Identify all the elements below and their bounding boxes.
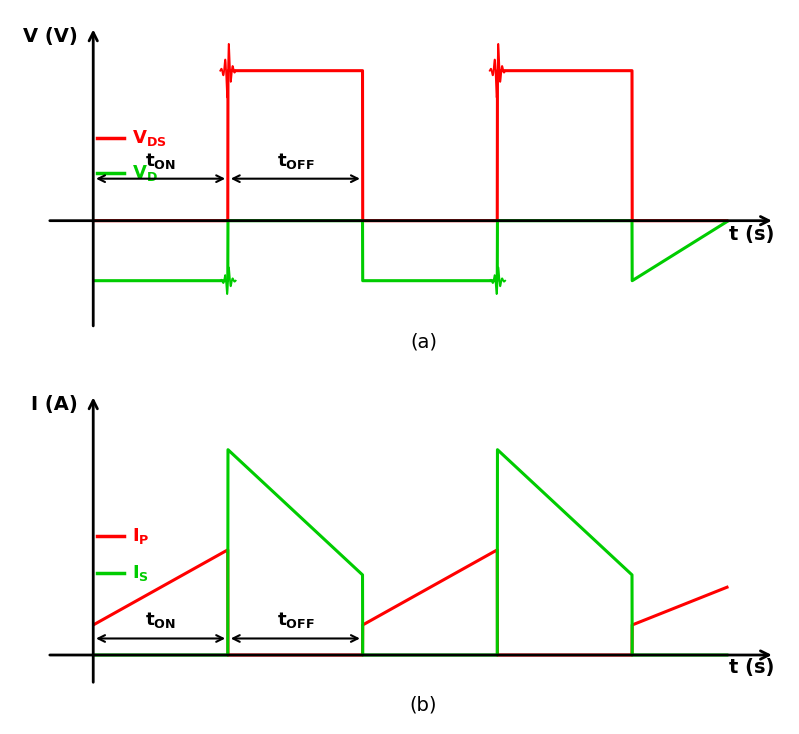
Text: V (V): V (V) (23, 26, 78, 46)
Text: (b): (b) (410, 695, 437, 714)
Text: I (A): I (A) (31, 395, 78, 413)
Text: t (s): t (s) (729, 658, 775, 677)
Text: (a): (a) (410, 333, 437, 352)
Text: $\mathbf{t_{OFF}}$: $\mathbf{t_{OFF}}$ (276, 150, 314, 171)
Text: $\mathbf{V}_{\mathbf{D}}$: $\mathbf{V}_{\mathbf{D}}$ (132, 163, 157, 183)
Text: $\mathbf{V}_{\mathbf{DS}}$: $\mathbf{V}_{\mathbf{DS}}$ (132, 128, 166, 148)
Text: $\mathbf{t_{ON}}$: $\mathbf{t_{ON}}$ (145, 150, 176, 171)
Text: $\mathbf{I}_{\mathbf{P}}$: $\mathbf{I}_{\mathbf{P}}$ (132, 526, 149, 546)
Text: $\mathbf{I}_{\mathbf{S}}$: $\mathbf{I}_{\mathbf{S}}$ (132, 563, 149, 583)
Text: t (s): t (s) (729, 225, 775, 244)
Text: $\mathbf{t_{ON}}$: $\mathbf{t_{ON}}$ (145, 610, 176, 630)
Text: $\mathbf{t_{OFF}}$: $\mathbf{t_{OFF}}$ (276, 610, 314, 630)
